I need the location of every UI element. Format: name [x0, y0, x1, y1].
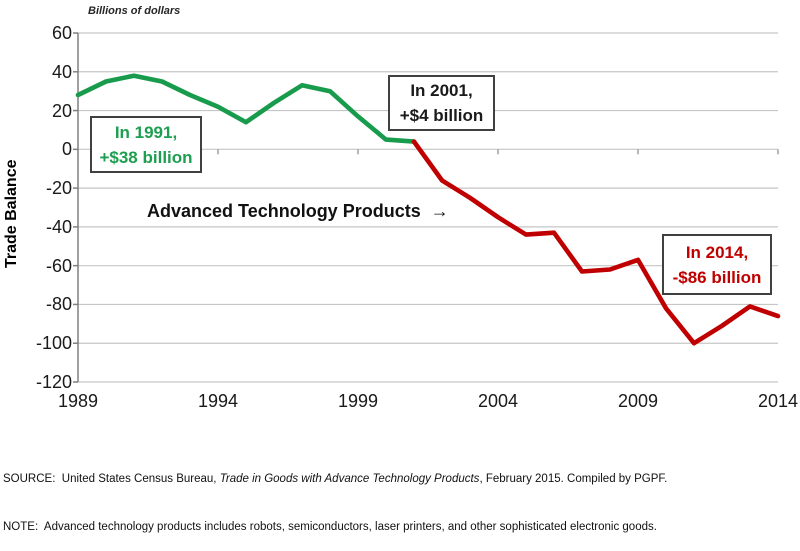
y-tick-label--60: -60: [45, 255, 72, 276]
x-tick-label-1989: 1989: [57, 391, 99, 411]
annotation-line1: In 2001,: [410, 81, 473, 100]
x-tick-label-2014: 2014: [757, 391, 799, 411]
x-tick-label-1999: 1999: [337, 391, 379, 411]
y-tick-label--20: -20: [45, 178, 72, 199]
annotation-in-2001: In 2001, +$4 billion: [388, 75, 495, 131]
footer: SOURCE: United States Census Bureau, Tra…: [3, 439, 799, 551]
series-label: Advanced Technology Products →: [147, 201, 449, 222]
y-tick-label-0: 0: [61, 139, 72, 160]
source-title-italic: Trade in Goods with Advance Technology P…: [219, 473, 480, 485]
y-tick-label--40: -40: [45, 216, 72, 237]
annotation-line1: In 1991,: [114, 122, 178, 142]
x-tick-label-2004: 2004: [477, 391, 519, 411]
annotation-in-2014: In 2014, -$86 billion: [662, 234, 772, 295]
series-line-surplus-era-green: [75, 73, 417, 144]
annotation-line2: +$38 billion: [99, 147, 193, 167]
source-suffix: , February 2015. Compiled by PGPF.: [479, 473, 668, 485]
plot-area: [73, 32, 781, 383]
y-tick-label-40: 40: [51, 61, 72, 82]
annotation-in-1991: In 1991, +$38 billion: [90, 116, 202, 173]
y-tick-label-20: 20: [51, 100, 72, 121]
annotation-line1: In 2014,: [685, 242, 749, 262]
series-label-text: Advanced Technology Products: [147, 201, 421, 221]
x-tick-label-2009: 2009: [617, 391, 659, 411]
annotation-line2: +$4 billion: [399, 106, 484, 125]
x-tick-label-1994: 1994: [197, 391, 239, 411]
y-tick-label-60: 60: [51, 23, 72, 43]
note-line: NOTE: Advanced technology products inclu…: [3, 521, 657, 533]
series-line-deficit-era-red: [411, 139, 781, 346]
source-prefix: SOURCE: United States Census Bureau,: [3, 473, 220, 485]
right-arrow-icon: →: [430, 201, 449, 221]
source-line: SOURCE: United States Census Bureau, Tra…: [3, 471, 799, 487]
y-tick-label--80: -80: [45, 294, 72, 315]
units-label: Billions of dollars: [88, 5, 181, 17]
y-tick-label--100: -100: [35, 333, 72, 354]
annotation-line2: -$86 billion: [672, 267, 762, 287]
y-tick-label--120: -120: [35, 372, 72, 392]
